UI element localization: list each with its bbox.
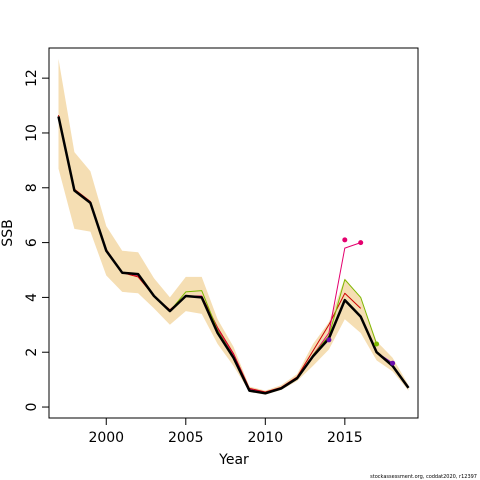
x-tick-label: 2000 (88, 430, 124, 446)
x-axis-label: Year (218, 452, 249, 468)
y-tick-label: 4 (24, 293, 40, 302)
y-tick-label: 0 (24, 403, 40, 412)
plot-frame (48, 47, 419, 419)
x-tick-label: 2005 (168, 430, 204, 446)
endpoint-marker-4 (326, 337, 332, 343)
x-tick-label: 2015 (327, 430, 363, 446)
endpoint-marker-3 (374, 341, 380, 347)
x-tick-label: 2010 (247, 430, 283, 446)
endpoint-marker-1 (342, 237, 348, 243)
y-tick-label: 12 (24, 69, 40, 87)
endpoint-markers-layer (326, 237, 396, 366)
y-tick-label: 10 (24, 124, 40, 142)
endpoint-marker-2 (358, 240, 364, 246)
y-tick-label: 2 (24, 348, 40, 357)
series-layer (57, 114, 410, 395)
x-axis: 2000 2005 2010 2015 (88, 418, 363, 446)
watermark-text: stockassessment.org, coddat2020, r12397 (370, 474, 477, 480)
endpoint-marker-5 (390, 360, 396, 366)
y-axis-label: SSB (0, 219, 16, 246)
y-axis: 0 2 4 6 8 10 12 (24, 69, 49, 411)
series-line-1 (57, 116, 410, 395)
y-tick-label: 8 (24, 183, 40, 192)
y-tick-label: 6 (24, 238, 40, 247)
